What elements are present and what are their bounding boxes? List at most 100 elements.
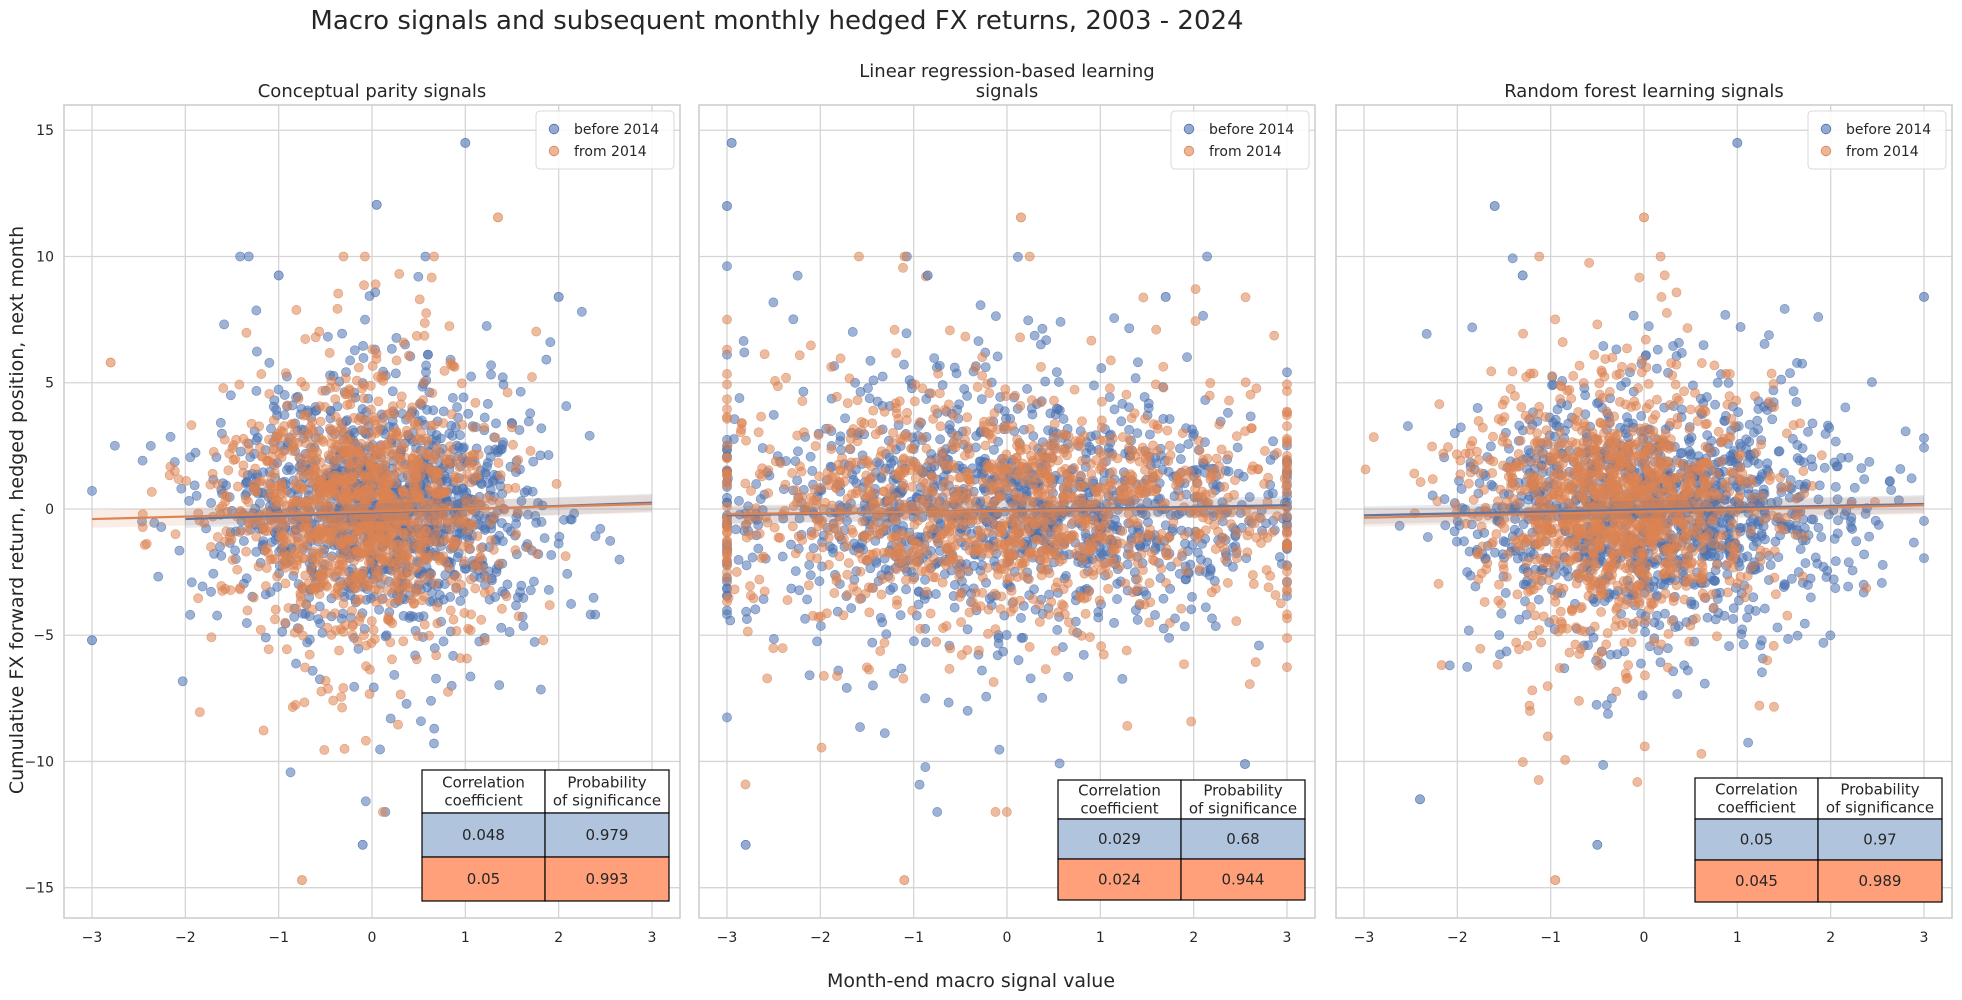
scatter-point: [1028, 461, 1039, 472]
scatter-point: [842, 493, 853, 504]
scatter-point: [1117, 398, 1128, 409]
scatter-point: [348, 413, 359, 423]
scatter-point: [357, 425, 368, 436]
scatter-point: [295, 588, 306, 599]
scatter-point: [1251, 383, 1262, 394]
scatter-point: [336, 691, 347, 702]
scatter-point: [1074, 542, 1084, 552]
table-header-text: Correlation: [442, 774, 525, 792]
scatter-point: [451, 583, 462, 594]
scatter-point: [869, 519, 879, 530]
scatter-point: [471, 461, 482, 471]
scatter-point: [1204, 390, 1215, 401]
scatter-point: [345, 355, 356, 366]
scatter-point: [338, 598, 349, 609]
scatter-point: [1162, 425, 1173, 436]
scatter-point: [372, 425, 383, 436]
scatter-point: [1028, 594, 1038, 604]
scatter-point: [539, 533, 550, 544]
scatter-point: [543, 450, 554, 460]
scatter-point: [301, 599, 312, 610]
scatter-point: [929, 353, 940, 364]
scatter-point: [976, 394, 987, 405]
scatter-point: [722, 609, 732, 620]
scatter-point: [796, 466, 807, 477]
y-tick-label: 0: [45, 502, 54, 518]
scatter-point: [1282, 566, 1292, 577]
scatter-point: [502, 579, 513, 590]
scatter-point: [352, 636, 363, 647]
scatter-point: [496, 622, 507, 633]
scatter-point: [981, 691, 992, 702]
scatter-point: [332, 303, 343, 314]
scatter-point: [576, 306, 587, 317]
scatter-point: [566, 599, 576, 609]
table-cell: [544, 856, 670, 902]
scatter-point: [459, 474, 470, 485]
scatter-point: [954, 399, 965, 410]
scatter-point: [498, 379, 509, 390]
scatter-point: [876, 446, 887, 457]
scatter-point: [1198, 310, 1208, 321]
scatter-point: [1282, 633, 1292, 643]
scatter-point: [477, 563, 487, 573]
scatter-point: [393, 594, 404, 604]
scatter-point: [1138, 292, 1149, 303]
scatter-point: [1058, 414, 1069, 424]
scatter-point: [560, 551, 571, 562]
scatter-point: [804, 560, 815, 570]
scatter-point: [854, 251, 864, 262]
scatter-point: [546, 550, 557, 560]
scatter-point: [428, 470, 438, 481]
scatter-point: [458, 442, 469, 453]
scatter-point: [1158, 361, 1169, 372]
scatter-point: [890, 398, 901, 409]
scatter-point: [383, 479, 393, 490]
scatter-point: [251, 385, 262, 396]
scatter-point: [1129, 408, 1140, 419]
scatter-point: [867, 637, 878, 648]
scatter-point: [352, 596, 362, 607]
scatter-point: [1282, 527, 1292, 538]
scatter-point: [584, 430, 595, 441]
scatter-point: [1096, 641, 1107, 652]
scatter-point: [449, 513, 460, 524]
scatter-point: [1156, 563, 1167, 574]
scatter-point: [185, 609, 196, 620]
scatter-point: [1190, 316, 1201, 326]
scatter-point: [554, 531, 565, 542]
scatter-point-outlier: [297, 875, 307, 886]
scatter-point: [921, 586, 932, 597]
scatter-point: [734, 393, 745, 403]
scatter-point: [559, 514, 569, 525]
scatter-point: [486, 360, 496, 371]
scatter-point: [208, 447, 219, 457]
scatter-point: [1282, 576, 1292, 587]
scatter-point: [722, 404, 732, 415]
scatter-point: [816, 742, 827, 753]
scatter-point: [404, 350, 414, 361]
scatter-point: [1219, 481, 1230, 492]
scatter-point: [426, 272, 437, 283]
scatter-point: [207, 468, 218, 479]
table-header-text: Probability: [567, 774, 646, 792]
scatter-point: [165, 431, 176, 442]
scatter-point: [840, 413, 850, 424]
scatter-point: [381, 467, 391, 478]
scatter-point: [238, 467, 249, 478]
scatter-point: [326, 438, 337, 449]
scatter-point: [750, 604, 761, 615]
scatter-point: [1132, 558, 1143, 569]
scatter-point: [990, 311, 1001, 322]
scatter-point: [1223, 450, 1234, 461]
scatter-point: [864, 607, 875, 618]
scatter-point: [280, 617, 291, 628]
scatter-point: [792, 475, 803, 486]
scatter-point: [812, 636, 823, 647]
scatter-point: [741, 606, 752, 617]
scatter-point: [358, 393, 369, 404]
scatter-point: [429, 251, 440, 262]
scatter-point: [865, 355, 876, 366]
scatter-point: [1232, 527, 1242, 538]
scatter-point: [536, 517, 547, 527]
